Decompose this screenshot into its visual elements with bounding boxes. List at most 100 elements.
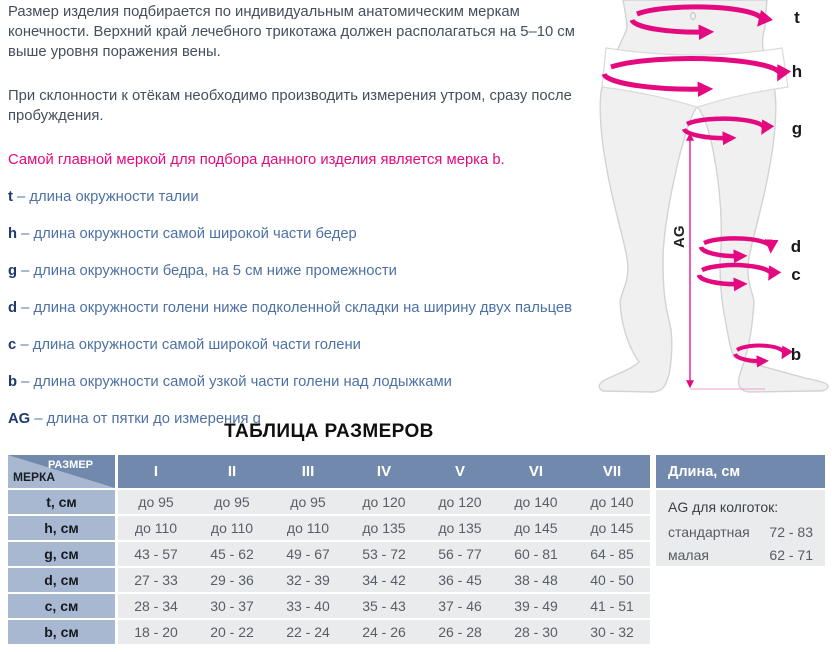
length-panel-header: Длина, см	[656, 455, 825, 488]
table-cell: 56 - 77	[438, 546, 482, 562]
size-column-header: VII	[602, 463, 622, 480]
intro-paragraph-1: Размер изделия подбирается по индивидуал…	[8, 4, 575, 60]
row-label: b, см	[8, 620, 115, 644]
table-cell: 64 - 85	[590, 546, 634, 562]
length-panel-subtitle: AG для колготок:	[668, 499, 779, 515]
definition-key: h	[8, 226, 18, 242]
size-column-header: III	[301, 463, 315, 480]
table-cell: 45 - 62	[210, 546, 254, 562]
length-panel-rows: стандартная 72 - 83 малая 62 - 71	[668, 524, 813, 563]
size-table-corner-cell: РАЗМЕР МЕРКА	[8, 455, 115, 488]
length-row-value: 62 - 71	[769, 547, 813, 563]
table-cell: до 95	[290, 494, 326, 510]
length-row: стандартная 72 - 83	[668, 524, 813, 540]
table-cell: до 95	[214, 494, 250, 510]
table-cell: 40 - 50	[590, 572, 634, 588]
definition-text: – длина окружности бедра, на 5 см ниже п…	[21, 263, 397, 279]
size-column-header: VI	[528, 463, 544, 480]
table-cell: 43 - 57	[134, 546, 178, 562]
intro-paragraph-2: При склонности к отёкам необходимо произ…	[8, 88, 572, 124]
table-cell: до 145	[590, 520, 634, 536]
table-cell: 33 - 40	[286, 598, 330, 614]
measure-arrow-t	[629, 4, 773, 41]
table-cell: 38 - 48	[514, 572, 558, 588]
definition-item: d – длина окружности голени ниже подколе…	[8, 298, 596, 318]
table-cell: 29 - 36	[210, 572, 254, 588]
definition-item: t – длина окружности талии	[8, 187, 596, 207]
row-cells: 27 - 33 29 - 36 32 - 39 34 - 42 36 - 45 38 - …	[118, 568, 650, 592]
body-silhouette	[598, 0, 829, 393]
definition-item: h – длина окружности самой широкой части…	[8, 224, 596, 244]
definition-key: b	[8, 374, 18, 390]
definition-text: – длина окружности самой широкой части б…	[21, 226, 357, 242]
table-cell: 39 - 49	[514, 598, 558, 614]
table-cell: до 120	[362, 494, 406, 510]
length-row-label: стандартная	[668, 524, 750, 540]
definition-text: – длина окружности самой широкой части г…	[20, 337, 361, 353]
length-row-label: малая	[668, 547, 709, 563]
table-row: h, см до 110 до 110 до 110 до 135 до 135 до 14…	[8, 516, 650, 540]
length-row: малая 62 - 71	[668, 547, 813, 563]
table-cell: 37 - 46	[438, 598, 482, 614]
row-label: h, см	[8, 516, 115, 540]
size-table-header-row: РАЗМЕР МЕРКА I II III IV V VI VII	[8, 455, 650, 488]
legs-measurement-figure: AG t h g d c b	[598, 0, 829, 393]
figure-label-c: c	[791, 265, 800, 284]
definition-item: AG – длина от пятки до измерения g	[8, 409, 596, 429]
row-cells: 28 - 34 30 - 37 33 - 40 35 - 43 37 - 46 39 - …	[118, 594, 650, 618]
table-cell: 26 - 28	[438, 624, 482, 640]
definition-key: t	[8, 189, 13, 205]
row-label: c, см	[8, 594, 115, 618]
table-cell: 36 - 45	[438, 572, 482, 588]
table-cell: до 120	[438, 494, 482, 510]
ag-label: AG	[671, 226, 688, 249]
row-cells: 18 - 20 20 - 22 22 - 24 24 - 26 26 - 28 28 - …	[118, 620, 650, 644]
size-column-header: I	[153, 463, 159, 480]
definition-item: g – длина окружности бедра, на 5 см ниже…	[8, 261, 596, 281]
definition-text: – длина окружности талии	[17, 189, 199, 205]
table-cell: до 110	[134, 520, 178, 536]
definition-key: AG	[8, 411, 31, 427]
highlight-sentence: Самой главной меркой для подбора данного…	[8, 152, 505, 168]
measure-arrow-h	[601, 56, 792, 97]
table-cell: 60 - 81	[514, 546, 558, 562]
definition-item: b – длина окружности самой узкой части г…	[8, 372, 596, 392]
figure-label-d: d	[791, 237, 801, 256]
table-cell: 28 - 30	[514, 624, 558, 640]
figure-label-b: b	[791, 345, 801, 364]
row-label: t, см	[8, 490, 115, 514]
corner-label-size: РАЗМЕР	[47, 459, 93, 471]
definitions-list: t – длина окружности талии h – длина окру…	[8, 187, 596, 429]
table-cell: 41 - 51	[590, 598, 634, 614]
definition-text: – длина окружности самой узкой части гол…	[21, 374, 452, 390]
measure-arrow-g	[681, 116, 775, 146]
table-cell: 27 - 33	[134, 572, 178, 588]
table-row: b, см 18 - 20 20 - 22 22 - 24 24 - 26 26 - 28…	[8, 620, 650, 644]
table-cell: 34 - 42	[362, 572, 406, 588]
table-row: g, см 43 - 57 45 - 62 49 - 67 53 - 72 56 - 77…	[8, 542, 650, 566]
table-cell: до 95	[138, 494, 174, 510]
table-cell: до 140	[514, 494, 558, 510]
length-panel: Длина, см AG для колготок: стандартная 72…	[656, 455, 825, 566]
row-label: g, см	[8, 542, 115, 566]
table-cell: 30 - 32	[590, 624, 634, 640]
table-cell: 35 - 43	[362, 598, 406, 614]
definition-key: g	[8, 263, 18, 279]
corner-label-measure: МЕРКА	[13, 470, 55, 484]
table-cell: 30 - 37	[210, 598, 254, 614]
table-row: c, см 28 - 34 30 - 37 33 - 40 35 - 43 37 - 46…	[8, 594, 650, 618]
table-cell: до 110	[286, 520, 330, 536]
table-cell: до 135	[438, 520, 482, 536]
definition-item: c – длина окружности самой широкой части…	[8, 335, 596, 355]
table-cell: 22 - 24	[286, 624, 330, 640]
table-cell: 53 - 72	[362, 546, 406, 562]
table-cell: 49 - 67	[286, 546, 330, 562]
size-column-header: V	[454, 463, 465, 480]
size-column-headers: I II III IV V VI VII	[118, 455, 650, 488]
figure-label-t: t	[794, 8, 800, 27]
length-panel-body: AG для колготок: стандартная 72 - 83 малая…	[656, 490, 825, 566]
measure-arrow-b	[733, 343, 794, 368]
table-cell: до 110	[210, 520, 254, 536]
size-column-header: IV	[376, 463, 392, 480]
